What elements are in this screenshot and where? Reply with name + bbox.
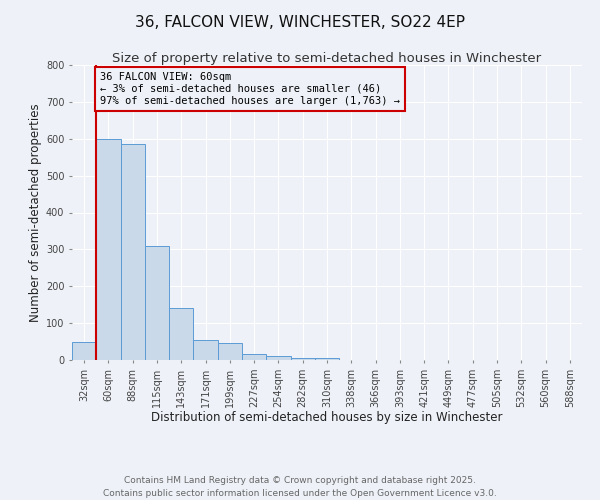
Bar — [315, 358, 339, 360]
Bar — [242, 354, 266, 360]
Bar — [290, 358, 315, 360]
Text: Contains HM Land Registry data © Crown copyright and database right 2025.
Contai: Contains HM Land Registry data © Crown c… — [103, 476, 497, 498]
Y-axis label: Number of semi-detached properties: Number of semi-detached properties — [29, 103, 41, 322]
Text: 36, FALCON VIEW, WINCHESTER, SO22 4EP: 36, FALCON VIEW, WINCHESTER, SO22 4EP — [135, 15, 465, 30]
Bar — [218, 344, 242, 360]
Bar — [266, 356, 290, 360]
Bar — [121, 144, 145, 360]
Bar — [96, 138, 121, 360]
Title: Size of property relative to semi-detached houses in Winchester: Size of property relative to semi-detach… — [112, 52, 542, 65]
Text: 36 FALCON VIEW: 60sqm
← 3% of semi-detached houses are smaller (46)
97% of semi-: 36 FALCON VIEW: 60sqm ← 3% of semi-detac… — [100, 72, 400, 106]
Bar — [169, 308, 193, 360]
Bar — [72, 342, 96, 360]
X-axis label: Distribution of semi-detached houses by size in Winchester: Distribution of semi-detached houses by … — [151, 412, 503, 424]
Bar — [193, 340, 218, 360]
Bar — [145, 246, 169, 360]
